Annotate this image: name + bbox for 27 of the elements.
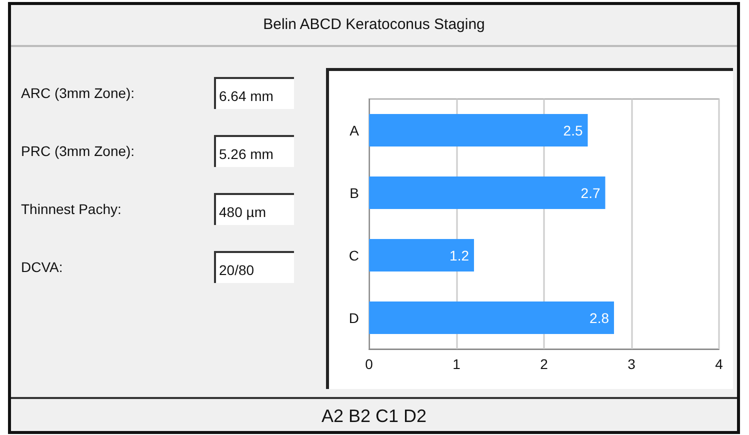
bar [369,176,606,209]
y-tick-label: B [350,184,359,201]
x-tick-label: 0 [365,356,374,372]
data-label: 2.7 [580,184,600,201]
x-tick-label: 1 [452,356,461,372]
data-label: 1.2 [450,247,470,264]
x-tick-label: 2 [540,356,548,372]
text-field: 5.26 mm [214,135,294,167]
bar [369,114,588,146]
text: Thinnest Pachy: [21,201,122,217]
bar [369,239,474,272]
x-tick-label: 4 [715,356,724,372]
text: ARC (3mm Zone): [21,85,135,101]
chart-title: Belin ABCD Keratoconus Staging [11,5,737,47]
text: DCVA: [21,259,63,275]
text-field: 6.64 mm [214,77,294,109]
data-label: 2.8 [590,310,610,326]
text-field: 480 µm [214,193,294,225]
data-label: 2.5 [563,122,583,138]
x-tick-label: 3 [628,356,636,372]
y-tick-label: C [348,247,359,264]
y-tick-label: D [348,310,359,326]
text-field: 20/80 [214,251,294,283]
bar [369,302,614,334]
y-tick-label: A [350,122,360,138]
text: PRC (3mm Zone): [21,143,135,159]
text: A2 B2 C1 D2 [11,397,737,433]
